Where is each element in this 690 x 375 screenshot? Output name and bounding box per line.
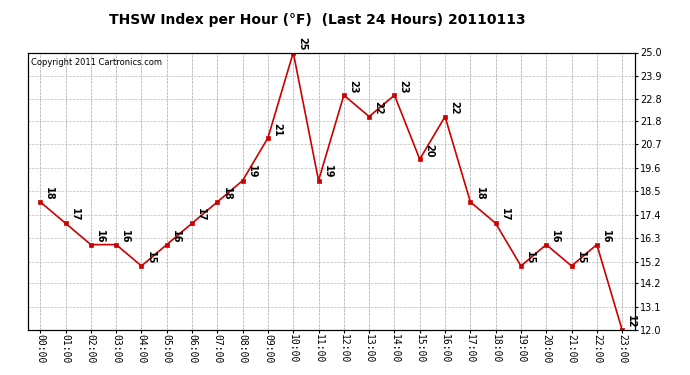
Text: 15: 15 bbox=[575, 251, 586, 264]
Text: 18: 18 bbox=[221, 187, 232, 200]
Text: 21: 21 bbox=[272, 123, 282, 136]
Text: 16: 16 bbox=[120, 230, 130, 243]
Text: 19: 19 bbox=[247, 165, 257, 179]
Text: 16: 16 bbox=[171, 230, 181, 243]
Text: 22: 22 bbox=[449, 102, 460, 115]
Text: 17: 17 bbox=[70, 208, 80, 222]
Text: 20: 20 bbox=[424, 144, 434, 158]
Text: 23: 23 bbox=[399, 80, 408, 94]
Text: Copyright 2011 Cartronics.com: Copyright 2011 Cartronics.com bbox=[30, 58, 161, 67]
Text: 15: 15 bbox=[525, 251, 535, 264]
Text: 16: 16 bbox=[95, 230, 105, 243]
Text: 15: 15 bbox=[146, 251, 156, 264]
Text: THSW Index per Hour (°F)  (Last 24 Hours) 20110113: THSW Index per Hour (°F) (Last 24 Hours)… bbox=[109, 13, 526, 27]
Text: 19: 19 bbox=[323, 165, 333, 179]
Text: 23: 23 bbox=[348, 80, 358, 94]
Text: 12: 12 bbox=[627, 315, 636, 328]
Text: 18: 18 bbox=[44, 187, 55, 200]
Text: 17: 17 bbox=[196, 208, 206, 222]
Text: 18: 18 bbox=[475, 187, 484, 200]
Text: 22: 22 bbox=[373, 102, 384, 115]
Text: 16: 16 bbox=[601, 230, 611, 243]
Text: 17: 17 bbox=[500, 208, 510, 222]
Text: 16: 16 bbox=[551, 230, 560, 243]
Text: 25: 25 bbox=[297, 38, 308, 51]
